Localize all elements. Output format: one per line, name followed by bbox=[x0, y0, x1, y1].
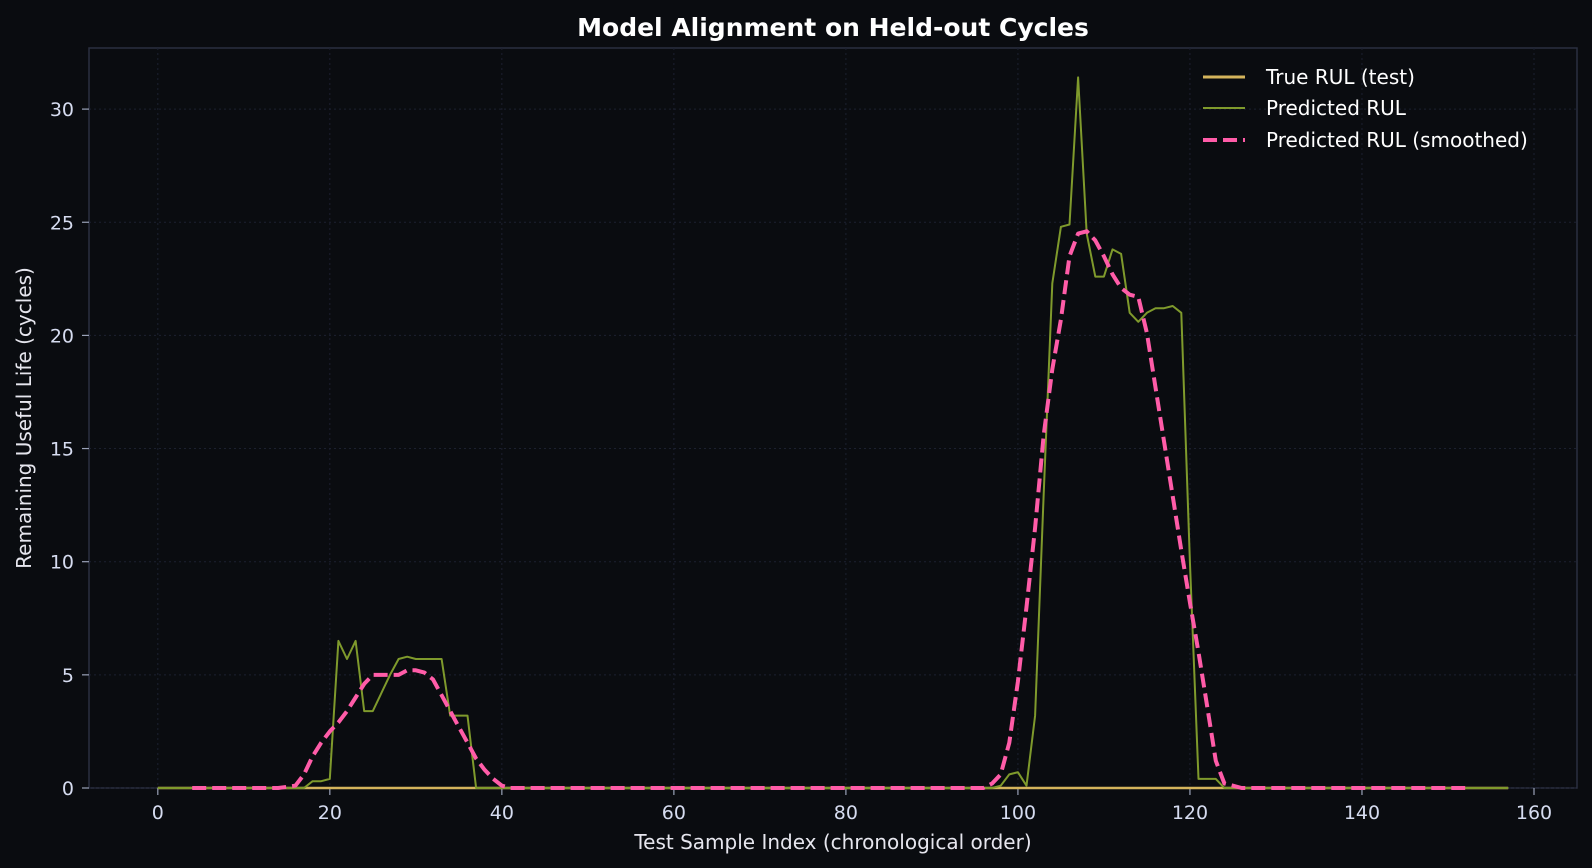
x-tick-label: 60 bbox=[662, 802, 686, 824]
chart-title: Model Alignment on Held-out Cycles bbox=[577, 13, 1089, 42]
plot-area bbox=[88, 47, 1578, 789]
y-axis-label: Remaining Useful Life (cycles) bbox=[12, 267, 36, 569]
x-tick-label: 0 bbox=[152, 802, 164, 824]
y-tick-label: 5 bbox=[62, 665, 74, 687]
x-tick-label: 20 bbox=[318, 802, 342, 824]
y-tick-label: 10 bbox=[50, 552, 74, 574]
x-tick-label: 160 bbox=[1516, 802, 1552, 824]
legend-label-predicted-rul-smoothed: Predicted RUL (smoothed) bbox=[1266, 128, 1528, 152]
y-tick-label: 20 bbox=[50, 325, 74, 347]
y-tick-label: 15 bbox=[50, 439, 74, 461]
legend: True RUL (test) Predicted RUL Predicted … bbox=[1203, 65, 1528, 152]
x-axis-label: Test Sample Index (chronological order) bbox=[633, 830, 1031, 854]
legend-label-true-rul: True RUL (test) bbox=[1265, 65, 1415, 89]
legend-label-predicted-rul: Predicted RUL bbox=[1266, 96, 1407, 120]
x-tick-label: 120 bbox=[1172, 802, 1208, 824]
y-tick-label: 30 bbox=[50, 99, 74, 121]
y-tick-label: 0 bbox=[62, 778, 74, 800]
x-tick-label: 80 bbox=[834, 802, 858, 824]
y-tick-label: 25 bbox=[50, 212, 74, 234]
axis-ticks: 0 20 40 60 80 100 120 140 160 0 5 10 15 20 25 30 bbox=[50, 99, 1552, 824]
predicted-rul-smoothed-line bbox=[192, 229, 1466, 790]
series-layer bbox=[157, 76, 1509, 790]
x-tick-label: 40 bbox=[490, 802, 514, 824]
x-tick-label: 100 bbox=[1000, 802, 1036, 824]
predicted-rul-line bbox=[157, 76, 1509, 789]
x-tick-label: 140 bbox=[1344, 802, 1380, 824]
